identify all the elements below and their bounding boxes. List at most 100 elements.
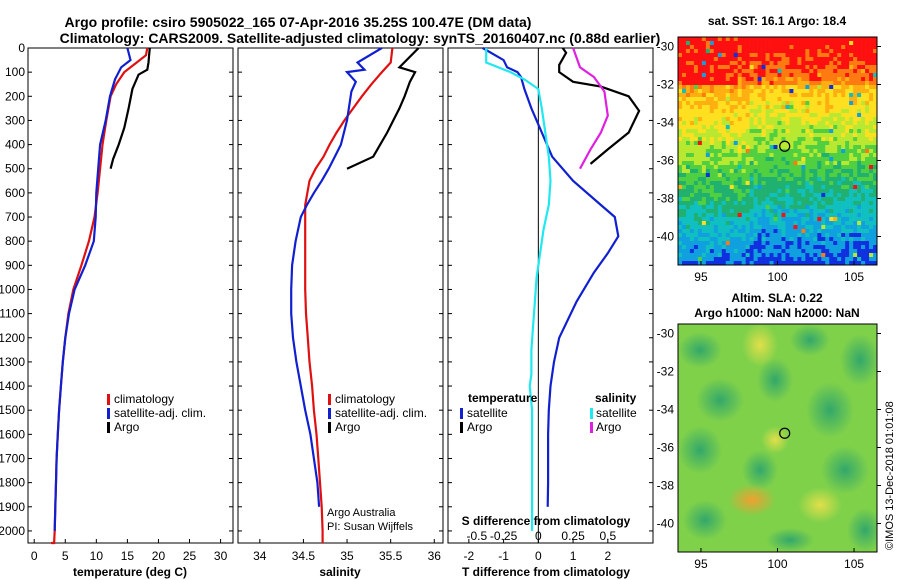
sst-cell bbox=[809, 241, 814, 246]
sst-cell bbox=[773, 85, 778, 90]
sst-cell bbox=[849, 169, 854, 174]
sst-cell bbox=[741, 37, 746, 42]
sst-cell bbox=[701, 65, 707, 70]
sst-cell bbox=[745, 221, 750, 226]
sst-cell bbox=[725, 161, 731, 166]
sst-cell bbox=[793, 253, 798, 258]
sst-cell bbox=[861, 61, 866, 66]
sst-cell bbox=[869, 85, 874, 90]
sst-cell bbox=[757, 113, 762, 118]
sst-cell bbox=[781, 37, 786, 42]
sst-cell bbox=[769, 101, 774, 106]
sst-cell bbox=[849, 213, 854, 218]
sst-cell bbox=[689, 53, 695, 58]
sst-cell bbox=[693, 41, 699, 46]
sst-cell bbox=[729, 161, 735, 166]
sst-cell bbox=[785, 201, 790, 206]
sst-cell bbox=[685, 97, 691, 102]
sst-cell bbox=[777, 261, 782, 266]
sst-cell bbox=[825, 93, 830, 98]
sst-cell bbox=[685, 253, 691, 258]
sst-cell bbox=[857, 101, 862, 106]
sst-cell bbox=[705, 205, 711, 210]
sst-cell bbox=[709, 249, 715, 254]
sst-cell bbox=[681, 113, 687, 118]
sst-cell bbox=[865, 181, 870, 186]
sst-cell bbox=[817, 73, 822, 78]
sst-cell bbox=[797, 257, 802, 262]
sst-cell bbox=[761, 213, 766, 218]
sst-cell bbox=[757, 257, 762, 262]
sst-cell bbox=[821, 217, 826, 222]
sst-cell bbox=[845, 245, 850, 250]
sst-cell bbox=[701, 197, 707, 202]
sst-cell bbox=[689, 117, 695, 122]
sst-cell bbox=[845, 185, 850, 190]
sst-cell bbox=[861, 49, 866, 54]
sst-cell bbox=[725, 145, 731, 150]
sst-cell bbox=[801, 149, 806, 154]
sst-cell bbox=[853, 209, 858, 214]
temperature-xtick-label: 5 bbox=[62, 549, 69, 563]
sst-cell bbox=[737, 93, 742, 98]
sst-cell bbox=[741, 77, 746, 82]
sst-cell bbox=[678, 149, 683, 154]
sst-cell bbox=[821, 57, 826, 62]
series-line-satellite-adj-clim- bbox=[290, 47, 383, 507]
sst-cell bbox=[809, 93, 814, 98]
sst-cell bbox=[785, 181, 790, 186]
sst-cell bbox=[729, 141, 735, 146]
sst-cell bbox=[845, 109, 850, 114]
sst-cell bbox=[821, 257, 826, 262]
sst-cell bbox=[681, 145, 687, 150]
sst-cell bbox=[869, 181, 874, 186]
sst-cell bbox=[697, 137, 703, 142]
sst-cell bbox=[841, 237, 846, 242]
sst-cell bbox=[769, 165, 774, 170]
sst-cell bbox=[789, 213, 794, 218]
sst-cell bbox=[753, 237, 758, 242]
sst-cell bbox=[761, 165, 766, 170]
sst-cell bbox=[709, 133, 715, 138]
sst-cell bbox=[793, 149, 798, 154]
sst-cell bbox=[701, 237, 707, 242]
legend-title-salinity: salinity bbox=[595, 391, 637, 405]
sst-cell bbox=[769, 161, 774, 166]
sst-cell bbox=[797, 161, 802, 166]
sst-cell bbox=[713, 261, 719, 266]
sst-cell bbox=[681, 161, 687, 166]
sst-cell bbox=[757, 153, 762, 158]
sst-cell bbox=[865, 85, 870, 90]
sst-cell bbox=[865, 141, 870, 146]
sst-cell bbox=[705, 65, 711, 70]
sst-cell bbox=[701, 185, 707, 190]
sst-cell bbox=[721, 133, 727, 138]
sst-cell bbox=[833, 173, 838, 178]
sst-cell bbox=[725, 45, 731, 50]
sst-cell bbox=[801, 229, 806, 234]
sst-cell bbox=[845, 145, 850, 150]
temperature-xtick-label: 0 bbox=[31, 549, 38, 563]
sst-cell bbox=[717, 85, 723, 90]
sst-cell bbox=[717, 157, 723, 162]
sst-cell bbox=[797, 213, 802, 218]
sst-cell bbox=[685, 57, 691, 62]
sst-cell bbox=[773, 165, 778, 170]
sst-cell bbox=[678, 157, 683, 162]
sst-cell bbox=[841, 105, 846, 110]
sst-cell bbox=[813, 45, 818, 50]
sst-cell bbox=[809, 57, 814, 62]
sst-cell bbox=[737, 145, 742, 150]
sst-cell bbox=[797, 69, 802, 74]
sst-cell bbox=[789, 249, 794, 254]
sst-cell bbox=[865, 153, 870, 158]
sst-cell bbox=[817, 89, 822, 94]
depth-tick-label: 1300 bbox=[0, 355, 25, 369]
sst-cell bbox=[797, 261, 802, 266]
sst-cell bbox=[841, 225, 846, 230]
sst-cell bbox=[753, 109, 758, 114]
sst-cell bbox=[705, 73, 711, 78]
sst-cell bbox=[705, 241, 711, 246]
sst-cell bbox=[853, 189, 858, 194]
sst-cell bbox=[689, 149, 695, 154]
